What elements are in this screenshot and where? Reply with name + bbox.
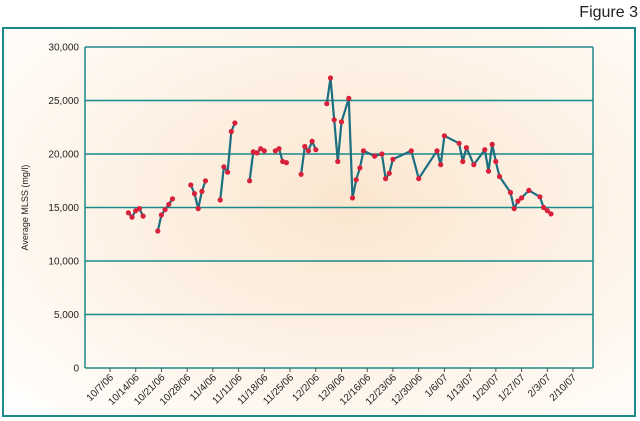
data-point xyxy=(456,140,462,146)
y-tick-label: 5,000 xyxy=(54,310,79,321)
data-point xyxy=(247,178,253,184)
data-point xyxy=(195,206,201,212)
data-point xyxy=(349,195,356,201)
data-point xyxy=(544,208,550,214)
data-point xyxy=(357,165,363,171)
data-point xyxy=(217,197,223,203)
data-point xyxy=(471,162,477,168)
y-tick-label: 20,000 xyxy=(48,150,79,161)
data-point xyxy=(302,143,308,150)
data-point xyxy=(519,195,525,201)
data-point xyxy=(386,170,392,176)
data-point xyxy=(526,187,532,193)
data-point xyxy=(155,228,161,234)
data-point xyxy=(309,138,315,144)
series-line xyxy=(219,122,236,201)
data-point xyxy=(188,182,194,188)
data-point xyxy=(298,171,304,177)
data-point xyxy=(169,196,176,202)
data-point xyxy=(338,119,345,125)
data-point xyxy=(125,210,131,216)
data-point xyxy=(493,158,499,165)
data-point xyxy=(324,101,330,107)
data-point xyxy=(485,168,492,174)
y-tick-labels: 0 5,000 10,000 15,000 20,000 25,000 30,000 xyxy=(48,43,79,375)
data-point xyxy=(129,214,135,220)
data-point xyxy=(346,95,352,101)
data-point xyxy=(254,150,260,156)
data-point xyxy=(191,191,198,197)
data-point xyxy=(331,117,337,123)
data-point xyxy=(283,160,289,166)
data-point xyxy=(202,178,209,184)
data-point xyxy=(162,207,168,213)
data-point xyxy=(261,148,267,154)
data-point xyxy=(225,169,231,175)
data-point xyxy=(327,75,334,81)
data-point xyxy=(232,120,238,126)
x-tick-label: 1/27/07 xyxy=(496,372,528,404)
data-point xyxy=(221,164,227,170)
data-point xyxy=(353,177,359,183)
data-point xyxy=(408,148,414,154)
x-tick-label: 1/13/07 xyxy=(445,372,477,404)
data-point xyxy=(548,211,554,217)
data-point xyxy=(460,158,466,165)
data-point xyxy=(489,141,495,147)
data-point xyxy=(390,156,396,162)
y-tick-label: 25,000 xyxy=(48,96,79,107)
data-point xyxy=(537,194,543,200)
axes xyxy=(84,47,594,372)
x-tick-label: 12/2/06 xyxy=(291,372,323,404)
data-point xyxy=(158,212,164,218)
data-point xyxy=(199,188,205,194)
data-point xyxy=(441,133,447,139)
data-point xyxy=(372,153,378,159)
data-point xyxy=(335,158,341,165)
data-point xyxy=(541,204,547,211)
x-tick-label: 2/10/07 xyxy=(548,372,580,404)
data-point xyxy=(482,147,488,153)
data-point xyxy=(136,206,142,212)
data-point xyxy=(305,148,311,154)
y-tick-label: 30,000 xyxy=(48,43,79,54)
data-point xyxy=(496,173,503,180)
data-point xyxy=(434,148,440,154)
y-tick-label: 0 xyxy=(73,364,79,375)
data-point xyxy=(166,201,172,207)
data-point xyxy=(276,146,282,152)
data-point xyxy=(438,162,444,168)
y-tick-label: 10,000 xyxy=(48,257,79,268)
series-line xyxy=(325,76,552,215)
y-axis-label: Average MLSS (mg/l) xyxy=(20,165,30,251)
y-tick-label: 15,000 xyxy=(48,203,79,214)
data-point xyxy=(140,213,146,219)
data-point xyxy=(515,198,521,204)
figure-label: Figure 3 xyxy=(579,4,638,21)
x-tick-labels: 10/7/0610/14/0610/21/0610/28/0611/4/0611… xyxy=(85,372,580,408)
x-tick-label: 1/20/07 xyxy=(471,372,503,404)
data-point xyxy=(228,128,234,135)
data-point xyxy=(383,176,389,182)
data-point xyxy=(313,147,319,153)
data-point xyxy=(507,189,514,196)
data-point xyxy=(463,145,469,151)
data-points xyxy=(125,75,554,234)
data-point xyxy=(416,176,422,182)
chart-frame xyxy=(2,27,636,417)
grid-lines xyxy=(85,46,593,369)
data-point xyxy=(360,148,367,154)
data-point xyxy=(511,206,517,212)
data-point xyxy=(379,151,385,157)
